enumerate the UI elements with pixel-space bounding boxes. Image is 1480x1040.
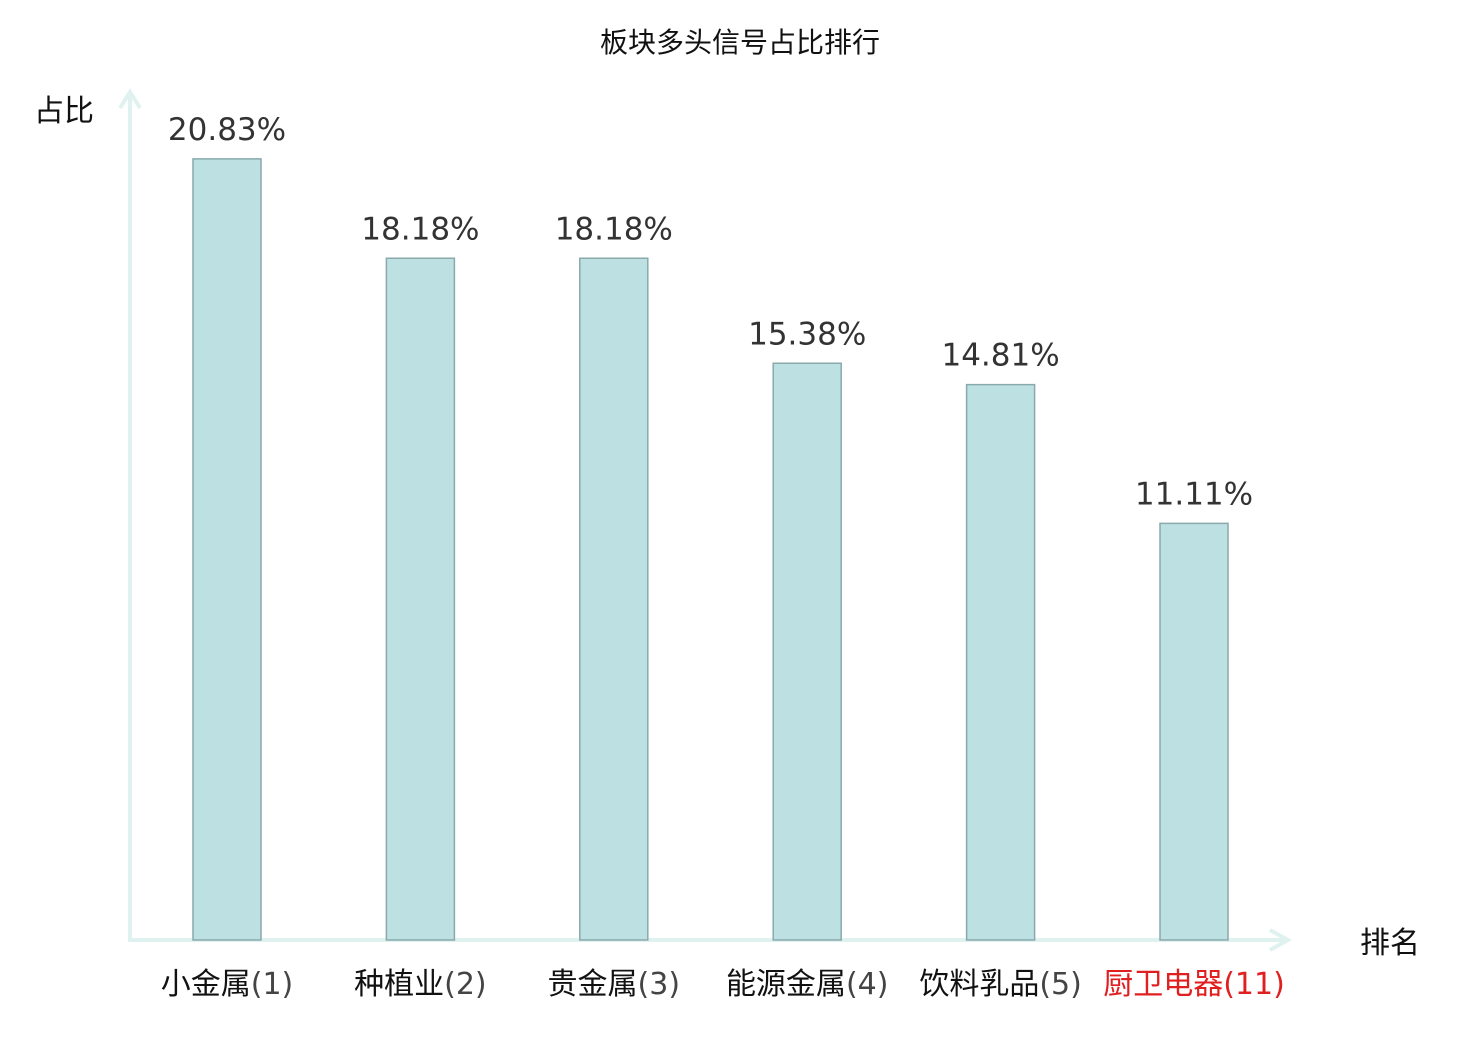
- category-name-3: 贵金属: [548, 967, 638, 1002]
- category-rank-2: (2): [444, 967, 487, 1002]
- category-label-2: 种植业(2): [354, 967, 487, 1002]
- category-name-1: 小金属: [161, 967, 251, 1002]
- category-name-4: 能源金属: [726, 967, 846, 1002]
- category-labels-group: 小金属(1) 种植业(2) 贵金属(3) 能源金属(4) 饮料乳品(5) 厨卫电器(11): [161, 967, 1285, 1002]
- category-name-6: 厨卫电器: [1103, 967, 1223, 1002]
- value-label-5: 14.81%: [941, 338, 1059, 374]
- category-rank-3: (3): [638, 967, 681, 1002]
- category-label-5: 饮料乳品(5): [919, 967, 1082, 1002]
- bars-group: [192, 158, 1229, 941]
- category-rank-5: (5): [1039, 967, 1082, 1002]
- value-label-3: 18.18%: [555, 211, 673, 247]
- category-name-5: 饮料乳品: [919, 967, 1039, 1002]
- category-label-1: 小金属(1): [161, 967, 294, 1002]
- y-axis-label: 占比: [34, 94, 94, 129]
- x-axis-arrow: [1269, 928, 1293, 952]
- bar-6: [1159, 522, 1229, 941]
- category-name-2: 种植业: [354, 967, 444, 1002]
- value-label-4: 15.38%: [748, 316, 866, 352]
- bar-2: [385, 257, 456, 941]
- category-label-3: 贵金属(3): [548, 967, 681, 1002]
- category-label-6: 厨卫电器(11): [1103, 967, 1285, 1002]
- value-label-2: 18.18%: [361, 211, 479, 247]
- bar-1: [192, 158, 262, 941]
- value-label-1: 20.83%: [168, 112, 286, 148]
- bar-3: [579, 257, 649, 941]
- chart-title: 板块多头信号占比排行: [600, 26, 880, 59]
- category-rank-1: (1): [251, 967, 294, 1002]
- category-rank-4: (4): [846, 967, 889, 1002]
- bar-4: [772, 362, 842, 941]
- y-axis-arrow: [118, 88, 142, 110]
- value-label-6: 11.11%: [1135, 476, 1253, 512]
- x-axis-label: 排名: [1360, 926, 1420, 961]
- category-rank-6: (11): [1223, 967, 1285, 1002]
- value-labels-group: 20.83% 18.18% 18.18% 15.38% 14.81% 11.11%: [168, 112, 1253, 513]
- category-label-4: 能源金属(4): [726, 967, 889, 1002]
- bar-5: [965, 383, 1036, 941]
